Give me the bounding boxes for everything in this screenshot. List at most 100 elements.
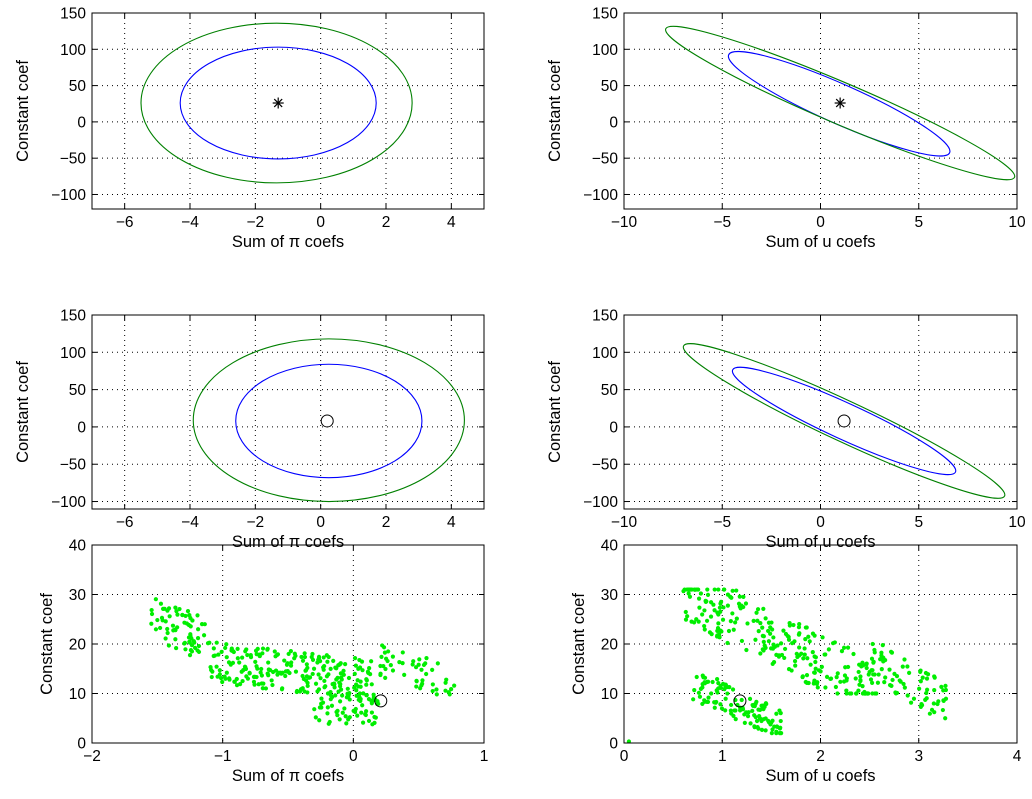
scatter-point — [304, 674, 310, 679]
x-tick-label: 0 — [620, 748, 629, 765]
scatter-point — [702, 681, 707, 686]
scatter-point — [778, 718, 783, 724]
scatter-point — [364, 682, 369, 687]
scatter-point — [700, 612, 705, 617]
x-tick-label: 3 — [914, 748, 923, 765]
x-tick-label: 1 — [718, 748, 727, 765]
scatter-point — [224, 655, 229, 660]
scatter-point — [313, 715, 318, 720]
scatter-point — [723, 708, 728, 713]
x-tick-label: −10 — [611, 214, 638, 231]
scatter-point — [297, 689, 303, 694]
scatter-point — [343, 662, 348, 667]
scatter-point — [339, 675, 344, 680]
scatter-point — [730, 611, 735, 616]
scatter-point — [421, 662, 427, 668]
scatter-point — [804, 673, 810, 678]
scatter-point — [196, 627, 201, 632]
scatter-point — [284, 662, 290, 667]
scatter-point — [159, 615, 165, 620]
y-tick-label: 150 — [592, 6, 618, 23]
scatter-point — [771, 635, 776, 640]
scatter-point — [756, 726, 761, 731]
scatter-point — [927, 711, 932, 716]
scatter-point — [163, 619, 168, 624]
scatter-point — [319, 696, 324, 701]
scatter-point — [760, 703, 766, 708]
scatter-point — [684, 587, 690, 592]
scatter-point — [300, 686, 305, 691]
scatter-point — [902, 685, 907, 690]
scatter-point — [782, 655, 787, 661]
x-tick-label: 2 — [382, 514, 391, 531]
scatter-point — [402, 672, 407, 677]
scatter-point — [758, 651, 763, 656]
scatter-point — [696, 690, 701, 695]
x-tick-label: −6 — [116, 514, 134, 531]
scatter-point — [710, 679, 715, 685]
scatter-point — [217, 672, 222, 677]
scatter-point — [626, 739, 632, 743]
scatter-point — [835, 691, 840, 696]
scatter-point — [355, 713, 360, 718]
scatter-point — [288, 649, 293, 654]
scatter-point — [760, 647, 765, 652]
scatter-point — [357, 657, 362, 663]
scatter-point — [332, 682, 337, 687]
scatter-point — [851, 651, 856, 657]
scatter-point — [390, 654, 395, 659]
y-tick-label: −50 — [592, 151, 619, 168]
y-tick-label: 0 — [77, 114, 86, 131]
scatter-point — [692, 587, 697, 592]
axes-frame — [623, 12, 1018, 210]
scatter-point — [361, 691, 366, 696]
scatter-point — [400, 661, 405, 666]
scatter-point — [702, 623, 707, 629]
scatter-point — [166, 643, 171, 648]
scatter-point — [718, 702, 723, 707]
scatter-point — [390, 668, 396, 673]
axes-frame — [91, 314, 485, 510]
scatter-point — [739, 697, 744, 703]
scatter-point — [275, 652, 281, 657]
scatter-point — [923, 697, 928, 703]
scatter-point — [791, 622, 796, 628]
scatter-point — [334, 677, 339, 682]
scatter-point — [256, 682, 261, 687]
scatter-point — [712, 608, 717, 613]
scatter-point — [782, 646, 788, 652]
scatter-point — [702, 698, 707, 703]
scatter-point — [329, 703, 335, 708]
y-tick-label: 0 — [609, 736, 618, 753]
scatter-point — [357, 691, 362, 696]
scatter-point — [185, 608, 191, 614]
scatter-point — [381, 645, 387, 650]
scatter-point — [870, 641, 875, 647]
scatter-point — [808, 662, 813, 667]
scatter-point — [929, 707, 935, 712]
scatter-point — [305, 680, 310, 685]
scatter-point — [251, 674, 257, 680]
x-tick-label: −2 — [246, 514, 264, 531]
scatter-point — [311, 666, 317, 671]
scatter-point — [341, 668, 346, 673]
scatter-point — [844, 688, 849, 693]
scatter-point — [719, 706, 725, 711]
scatter-point — [322, 663, 327, 669]
plot-area — [140, 22, 413, 184]
y-tick-label: 50 — [601, 382, 619, 399]
scatter-point — [386, 649, 391, 654]
scatter-point — [209, 667, 214, 673]
scatter-point — [354, 688, 359, 693]
scatter-point — [760, 625, 765, 630]
scatter-point — [731, 627, 736, 632]
scatter-point — [779, 641, 784, 646]
scatter-point — [755, 618, 760, 623]
scatter-point — [753, 637, 758, 642]
y-axis-label: Constant coef — [570, 593, 588, 695]
scatter-point — [201, 633, 207, 638]
scatter-point — [819, 664, 824, 669]
scatter-point — [786, 637, 792, 642]
y-axis-label: Constant coef — [546, 361, 564, 463]
scatter-point — [214, 664, 219, 669]
